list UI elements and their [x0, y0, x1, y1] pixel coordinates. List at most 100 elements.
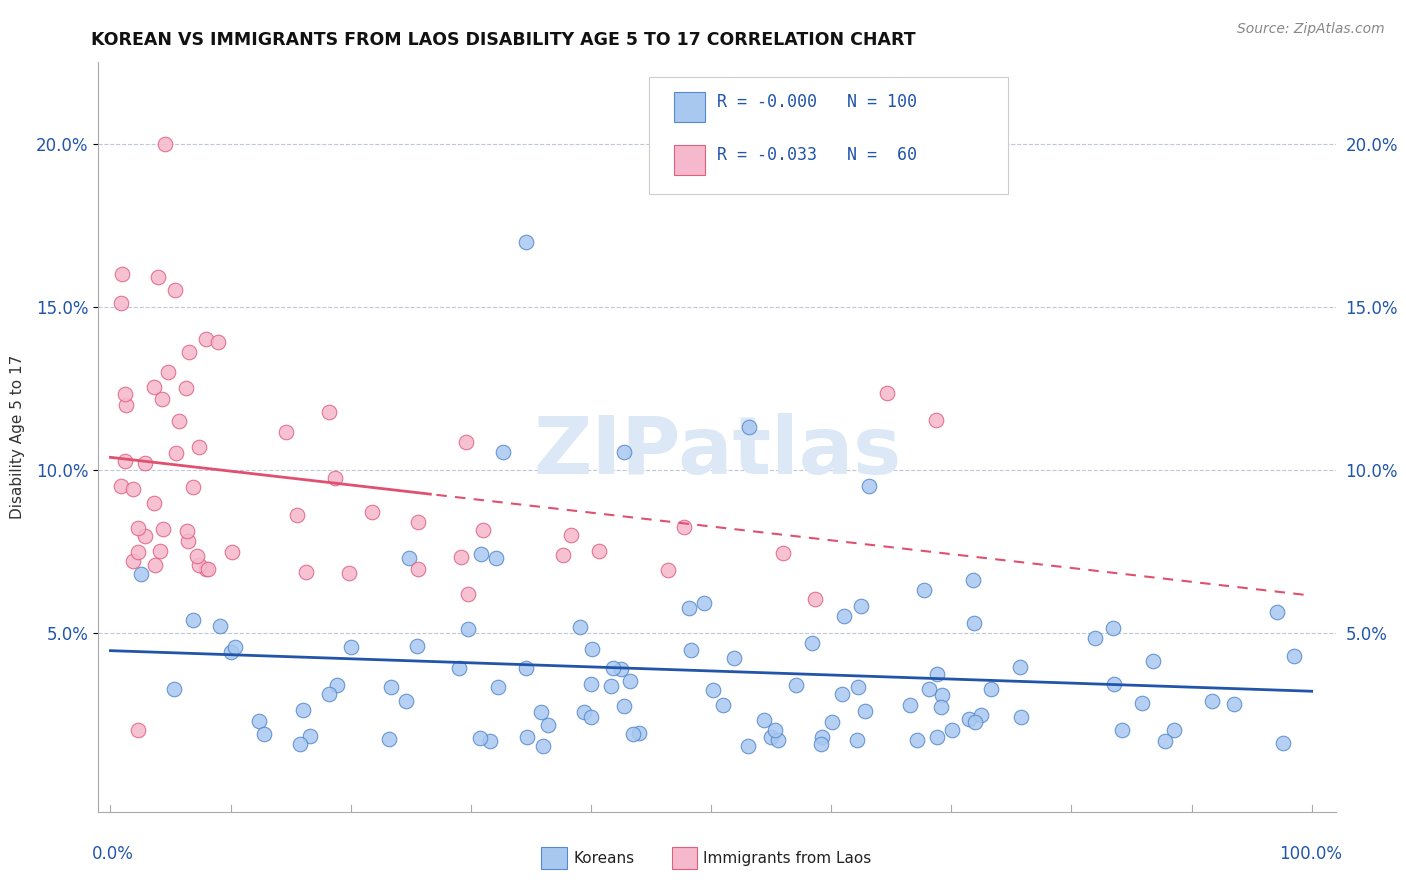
- Text: Immigrants from Laos: Immigrants from Laos: [703, 851, 872, 865]
- Point: [929, 700, 952, 714]
- Point: [970, 708, 993, 723]
- Point: [711, 698, 734, 712]
- Point: [177, 534, 200, 549]
- Point: [785, 678, 807, 692]
- Point: [569, 620, 592, 634]
- Point: [122, 554, 145, 568]
- Point: [858, 479, 880, 493]
- Point: [1102, 621, 1125, 635]
- Point: [516, 731, 538, 745]
- Point: [114, 454, 136, 468]
- Point: [803, 591, 825, 606]
- Point: [766, 733, 789, 747]
- Point: [188, 440, 211, 454]
- Point: [143, 380, 166, 394]
- Point: [174, 381, 197, 395]
- Text: KOREAN VS IMMIGRANTS FROM LAOS DISABILITY AGE 5 TO 17 CORRELATION CHART: KOREAN VS IMMIGRANTS FROM LAOS DISABILIT…: [91, 31, 917, 49]
- Text: ZIPatlas: ZIPatlas: [533, 413, 901, 491]
- Point: [1153, 733, 1175, 747]
- Point: [763, 723, 786, 738]
- Point: [221, 544, 243, 558]
- Point: [581, 641, 603, 656]
- Point: [197, 562, 219, 576]
- Point: [395, 694, 418, 708]
- Point: [150, 392, 173, 406]
- Point: [224, 640, 246, 654]
- Point: [963, 616, 986, 631]
- Point: [195, 332, 218, 346]
- Point: [337, 566, 360, 580]
- Point: [479, 733, 502, 747]
- Point: [155, 136, 177, 151]
- Point: [361, 505, 384, 519]
- Point: [962, 573, 984, 587]
- Point: [247, 714, 270, 729]
- Point: [406, 562, 429, 576]
- Point: [980, 681, 1002, 696]
- Point: [530, 706, 553, 720]
- Point: [761, 730, 783, 744]
- Point: [1223, 697, 1246, 711]
- Point: [219, 645, 242, 659]
- Point: [801, 636, 824, 650]
- Y-axis label: Disability Age 5 to 17: Disability Age 5 to 17: [10, 355, 25, 519]
- Point: [811, 730, 834, 744]
- Point: [470, 547, 492, 561]
- Text: R = -0.033   N =  60: R = -0.033 N = 60: [717, 145, 917, 163]
- Point: [457, 587, 479, 601]
- Point: [188, 558, 211, 573]
- Point: [1102, 677, 1125, 691]
- Point: [515, 235, 537, 249]
- Point: [121, 482, 143, 496]
- Point: [551, 548, 574, 562]
- Point: [925, 667, 948, 681]
- Point: [672, 520, 695, 534]
- Point: [1111, 723, 1133, 737]
- Text: 0.0%: 0.0%: [93, 846, 134, 863]
- Point: [163, 682, 186, 697]
- Point: [1084, 631, 1107, 645]
- Point: [1130, 696, 1153, 710]
- Bar: [673, 93, 704, 122]
- Point: [941, 723, 963, 737]
- Point: [1011, 710, 1033, 724]
- Point: [207, 334, 229, 349]
- Point: [491, 445, 513, 459]
- Point: [957, 712, 980, 726]
- Point: [176, 524, 198, 538]
- Point: [110, 479, 132, 493]
- Point: [179, 345, 201, 359]
- Point: [485, 551, 508, 566]
- Point: [846, 732, 869, 747]
- Point: [914, 582, 936, 597]
- Point: [298, 729, 321, 743]
- Point: [127, 723, 149, 738]
- Point: [157, 365, 180, 379]
- Point: [181, 480, 204, 494]
- Point: [692, 596, 714, 610]
- Point: [398, 551, 420, 566]
- Point: [560, 528, 582, 542]
- Point: [898, 698, 921, 713]
- Point: [853, 704, 876, 718]
- Point: [613, 699, 636, 714]
- Point: [253, 726, 276, 740]
- Point: [537, 718, 560, 732]
- Point: [1142, 654, 1164, 668]
- Point: [917, 681, 939, 696]
- Point: [449, 661, 471, 675]
- Point: [318, 687, 340, 701]
- Point: [470, 731, 492, 745]
- Text: 100.0%: 100.0%: [1279, 846, 1341, 863]
- Point: [406, 639, 429, 653]
- Point: [165, 284, 187, 298]
- Point: [276, 425, 298, 439]
- Point: [1163, 723, 1185, 738]
- Point: [380, 680, 402, 694]
- Point: [657, 563, 679, 577]
- Point: [609, 662, 631, 676]
- Point: [149, 544, 172, 558]
- Point: [114, 387, 136, 401]
- Point: [290, 737, 312, 751]
- Point: [621, 727, 644, 741]
